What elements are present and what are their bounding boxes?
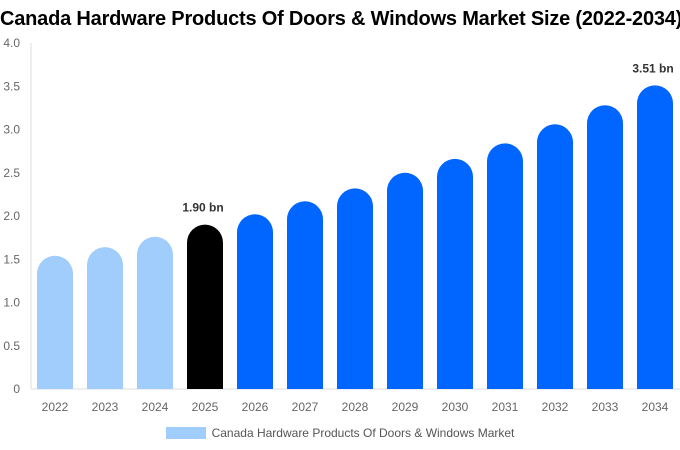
legend: Canada Hardware Products Of Doors & Wind… — [0, 426, 680, 440]
x-tick-label: 2029 — [392, 400, 419, 414]
x-tick-label: 2024 — [142, 400, 169, 414]
y-tick-label: 0 — [13, 382, 20, 396]
bar-2028 — [337, 188, 373, 389]
x-tick-label: 2033 — [592, 400, 619, 414]
y-tick-label: 1.5 — [3, 252, 20, 266]
data-label-2025: 1.90 bn — [182, 201, 223, 215]
y-tick-label: 3.5 — [3, 79, 20, 93]
y-tick-label: 0.5 — [3, 339, 20, 353]
y-tick-label: 3.0 — [3, 123, 20, 137]
x-tick-label: 2023 — [92, 400, 119, 414]
bar-2033 — [587, 105, 623, 389]
y-tick-label: 2.0 — [3, 209, 20, 223]
bar-2027 — [287, 201, 323, 389]
x-tick-label: 2022 — [42, 400, 69, 414]
bar-2026 — [237, 214, 273, 389]
x-tick-label: 2030 — [442, 400, 469, 414]
bar-2022 — [37, 255, 73, 389]
bar-chart: 0 0.5 1.0 1.5 2.0 2.5 3.0 3.5 4.0 2022 2023 2024 202… — [3, 36, 680, 414]
x-tick-label: 2032 — [542, 400, 569, 414]
x-tick-label: 2025 — [192, 400, 219, 414]
x-tick-label: 2034 — [642, 400, 669, 414]
legend-swatch — [165, 427, 206, 439]
data-label-2034: 3.51 bn — [632, 61, 673, 75]
x-tick-label: 2031 — [492, 400, 519, 414]
legend-label: Canada Hardware Products Of Doors & Wind… — [211, 426, 515, 440]
x-tick-label: 2027 — [292, 400, 319, 414]
x-tick-label: 2026 — [242, 400, 269, 414]
bar-2032 — [537, 124, 573, 390]
bar-2025 — [187, 224, 223, 389]
y-tick-label: 2.5 — [3, 166, 20, 180]
chart-title: Canada Hardware Products Of Doors & Wind… — [0, 8, 680, 30]
bar-2034 — [637, 85, 673, 389]
y-tick-label: 4.0 — [3, 36, 20, 50]
bar-2024 — [137, 236, 173, 389]
bar-2029 — [387, 172, 423, 389]
y-tick-label: 1.0 — [3, 296, 20, 310]
bar-2023 — [87, 247, 123, 389]
bar-2030 — [437, 158, 473, 389]
bar-2031 — [487, 143, 523, 389]
x-tick-label: 2028 — [342, 400, 369, 414]
